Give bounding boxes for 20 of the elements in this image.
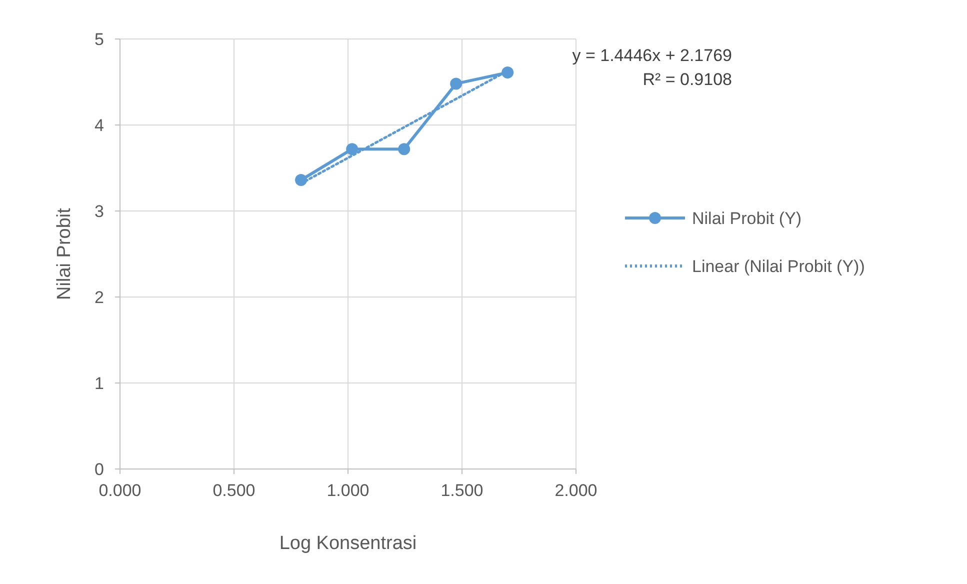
legend-label: Nilai Probit (Y): [692, 209, 802, 228]
annotation: y = 1.4446x + 2.1769: [572, 46, 732, 65]
y-tick-label: 3: [94, 202, 104, 221]
x-tick-label: 0.500: [212, 481, 256, 500]
y-tick-label: 1: [94, 374, 104, 393]
y-tick-label: 5: [94, 30, 104, 49]
point: [346, 143, 358, 156]
y-tick-label: 4: [94, 116, 104, 135]
text: R² = 0.9108: [642, 70, 732, 89]
y-tick-label: 0: [94, 460, 104, 479]
y-tick-label: 2: [94, 288, 104, 307]
x-tick-label: 1.500: [440, 481, 484, 500]
x-axis-title: Log Konsentrasi: [279, 533, 417, 554]
x-tick-label: 2.000: [554, 481, 598, 500]
y-axis-title: Nilai Probit: [54, 207, 75, 300]
x-tick-label: 0.000: [98, 481, 142, 500]
point: [398, 143, 410, 156]
x-tick-label: 1.000: [326, 481, 370, 500]
legend-label: Linear (Nilai Probit (Y)): [692, 257, 865, 276]
point: [450, 78, 462, 90]
